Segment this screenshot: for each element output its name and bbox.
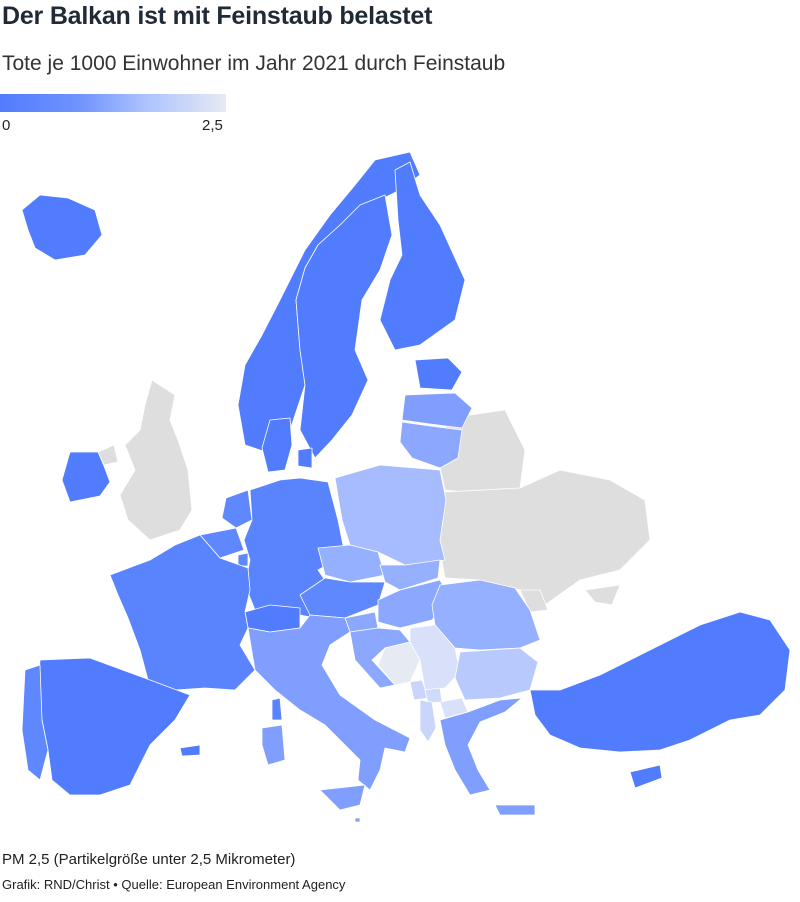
region-sweden [295, 194, 393, 459]
region-turkey [529, 611, 791, 753]
chart-subtitle: Tote je 1000 Einwohner im Jahr 2021 durc… [2, 52, 506, 75]
region-iceland [21, 194, 103, 261]
region-ukraine [437, 469, 651, 606]
region-malta [354, 817, 361, 823]
chart-title: Der Balkan ist mit Feinstaub belastet [2, 2, 433, 30]
footnote-pm: PM 2,5 (Partikelgröße unter 2,5 Mikromet… [2, 851, 296, 868]
region-sicily [319, 784, 366, 811]
region-estonia [414, 357, 463, 391]
region-greece [439, 697, 536, 816]
region-sardinia [261, 724, 286, 766]
region-serbia [409, 624, 461, 691]
europe-choropleth-map [21, 151, 791, 823]
color-scale-legend [0, 94, 226, 112]
region-ireland [61, 451, 111, 503]
region-italy [247, 614, 411, 791]
region-netherlands [221, 489, 253, 529]
region-great-britain [119, 379, 193, 541]
region-crimea [584, 584, 621, 606]
region-poland [334, 464, 447, 566]
legend-max-label: 2,5 [202, 117, 223, 134]
region-lithuania [399, 421, 463, 469]
region-latvia [401, 392, 473, 429]
region-corsica [271, 697, 283, 721]
region-bulgaria [454, 647, 539, 701]
region-croatia [349, 627, 411, 689]
region-albania [419, 699, 437, 743]
region-france [109, 534, 256, 691]
legend-min-label: 0 [2, 117, 11, 134]
region-finland [379, 161, 466, 351]
region-cyprus [629, 764, 663, 789]
region-denmark [261, 417, 313, 473]
region-portugal [21, 664, 49, 781]
source-credit: Grafik: RND/Christ • Quelle: European En… [2, 877, 346, 892]
region-kosovo [424, 687, 443, 704]
region-balearic-islands [179, 744, 201, 757]
region-switzerland [244, 604, 301, 633]
region-luxembourg [237, 552, 249, 567]
